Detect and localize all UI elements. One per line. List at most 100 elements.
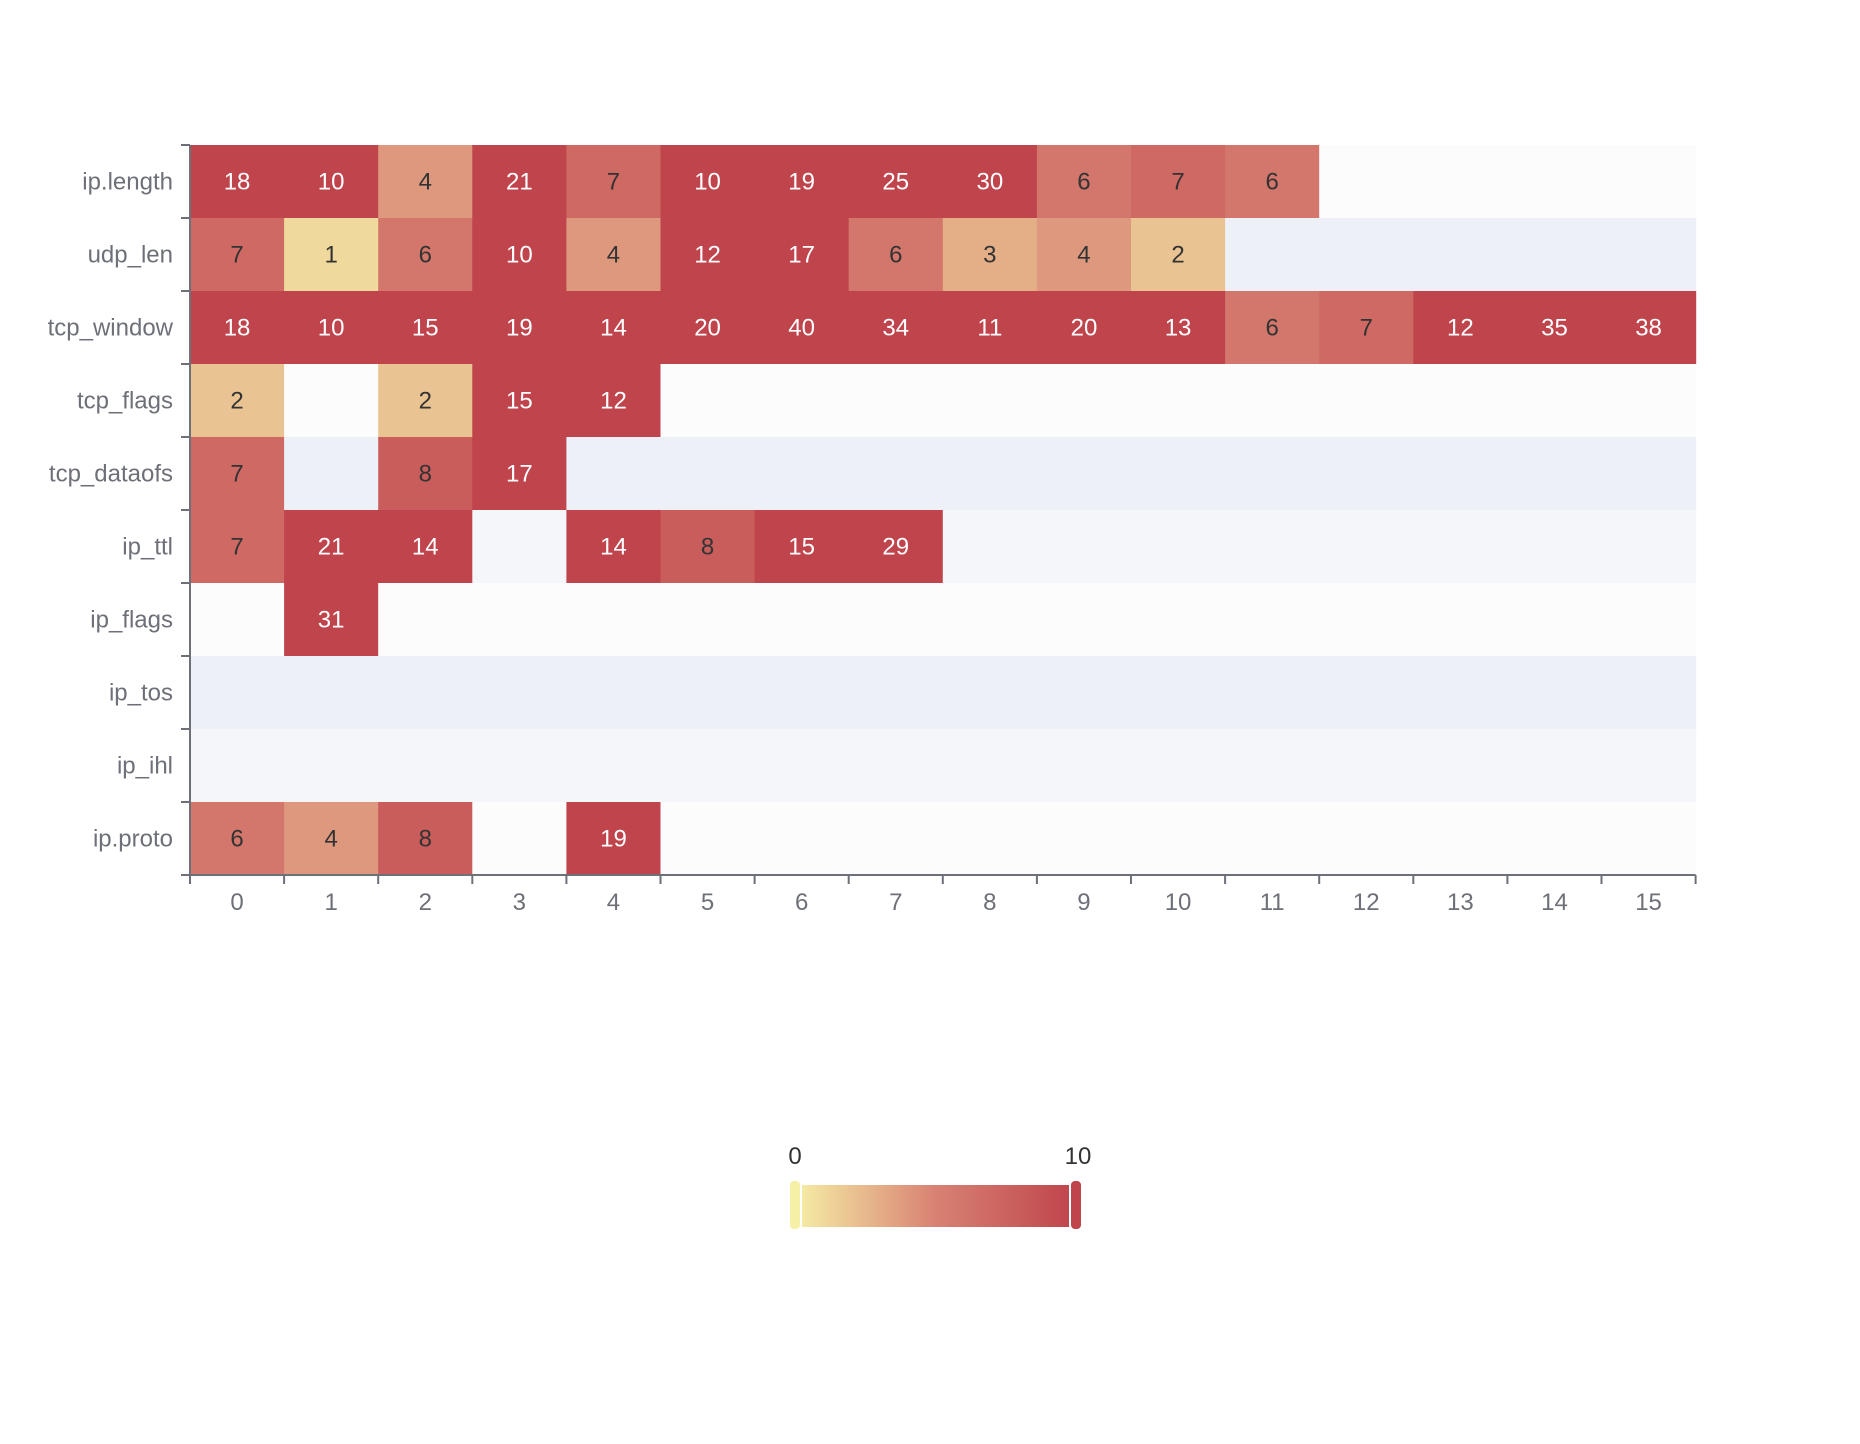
heatmap-cell[interactable] — [190, 218, 285, 292]
heatmap-cell[interactable] — [1413, 218, 1508, 292]
heatmap-cell[interactable] — [472, 729, 567, 803]
heatmap-cell[interactable] — [660, 437, 756, 511]
heatmap-cell[interactable] — [942, 802, 1038, 876]
heatmap-cell[interactable] — [1131, 729, 1226, 803]
heatmap-cell[interactable] — [942, 364, 1038, 438]
heatmap-cell[interactable] — [848, 583, 944, 657]
heatmap-cell[interactable] — [1131, 145, 1226, 219]
heatmap-cell[interactable] — [1225, 583, 1320, 657]
heatmap-cell[interactable] — [1413, 145, 1508, 219]
heatmap-cell[interactable] — [1601, 364, 1697, 438]
heatmap-cell[interactable] — [378, 145, 473, 219]
heatmap-cell[interactable] — [472, 437, 567, 511]
heatmap-cell[interactable] — [472, 145, 567, 219]
heatmap-cell[interactable] — [1413, 729, 1508, 803]
heatmap-cell[interactable] — [1601, 510, 1697, 584]
heatmap-cell[interactable] — [1131, 291, 1226, 365]
heatmap-cell[interactable] — [378, 729, 473, 803]
heatmap-cell[interactable] — [942, 729, 1038, 803]
heatmap-cell[interactable] — [378, 218, 473, 292]
heatmap-cell[interactable] — [660, 218, 756, 292]
heatmap-cell[interactable] — [190, 291, 285, 365]
heatmap-cell[interactable] — [754, 291, 850, 365]
heatmap-cell[interactable] — [1413, 437, 1508, 511]
heatmap-cell[interactable] — [754, 656, 850, 730]
heatmap-cell[interactable] — [472, 583, 567, 657]
heatmap-cell[interactable] — [1225, 729, 1320, 803]
heatmap-cell[interactable] — [1507, 729, 1603, 803]
heatmap-cell[interactable] — [942, 656, 1038, 730]
heatmap-cell[interactable] — [284, 729, 379, 803]
heatmap-cell[interactable] — [190, 437, 285, 511]
heatmap-cell[interactable] — [1507, 291, 1603, 365]
heatmap-cell[interactable] — [1131, 437, 1226, 511]
heatmap-cell[interactable] — [1036, 145, 1132, 219]
heatmap-cell[interactable] — [754, 437, 850, 511]
heatmap-cell[interactable] — [378, 656, 473, 730]
heatmap-cell[interactable] — [1225, 802, 1320, 876]
heatmap-cell[interactable] — [1036, 656, 1132, 730]
heatmap-cell[interactable] — [1225, 510, 1320, 584]
heatmap-cell[interactable] — [566, 510, 662, 584]
heatmap-cell[interactable] — [660, 291, 756, 365]
heatmap-cell[interactable] — [942, 437, 1038, 511]
heatmap-cell[interactable] — [848, 218, 944, 292]
heatmap-cell[interactable] — [754, 145, 850, 219]
heatmap-cell[interactable] — [190, 510, 285, 584]
heatmap-cell[interactable] — [1225, 656, 1320, 730]
heatmap-cell[interactable] — [190, 729, 285, 803]
heatmap-cell[interactable] — [1036, 802, 1132, 876]
heatmap-cell[interactable] — [1319, 437, 1414, 511]
heatmap-cell[interactable] — [1131, 656, 1226, 730]
heatmap-cell[interactable] — [754, 364, 850, 438]
heatmap-cell[interactable] — [566, 656, 662, 730]
heatmap-cell[interactable] — [1413, 291, 1508, 365]
heatmap-cell[interactable] — [472, 364, 567, 438]
heatmap-cell[interactable] — [1413, 510, 1508, 584]
heatmap-cell[interactable] — [566, 291, 662, 365]
heatmap-cell[interactable] — [472, 656, 567, 730]
heatmap-cell[interactable] — [1319, 218, 1414, 292]
heatmap-cell[interactable] — [472, 510, 567, 584]
heatmap-cell[interactable] — [472, 291, 567, 365]
heatmap-cell[interactable] — [1225, 291, 1320, 365]
heatmap-cell[interactable] — [284, 364, 379, 438]
heatmap-cell[interactable] — [1036, 583, 1132, 657]
heatmap-cell[interactable] — [942, 291, 1038, 365]
heatmap-cell[interactable] — [1413, 583, 1508, 657]
heatmap-cell[interactable] — [1507, 218, 1603, 292]
heatmap-cell[interactable] — [1601, 218, 1697, 292]
heatmap-cell[interactable] — [190, 364, 285, 438]
heatmap-cell[interactable] — [1507, 656, 1603, 730]
heatmap-cell[interactable] — [1601, 145, 1697, 219]
heatmap-cell[interactable] — [1131, 802, 1226, 876]
heatmap-cell[interactable] — [190, 802, 285, 876]
heatmap-cell[interactable] — [660, 510, 756, 584]
heatmap-cell[interactable] — [1413, 656, 1508, 730]
heatmap-cell[interactable] — [284, 218, 379, 292]
heatmap-cell[interactable] — [190, 656, 285, 730]
heatmap-cell[interactable] — [1507, 802, 1603, 876]
heatmap-cell[interactable] — [1507, 437, 1603, 511]
heatmap-cell[interactable] — [1036, 437, 1132, 511]
heatmap-cell[interactable] — [378, 583, 473, 657]
heatmap-cell[interactable] — [1225, 364, 1320, 438]
heatmap-cell[interactable] — [848, 729, 944, 803]
heatmap-cell[interactable] — [1601, 802, 1697, 876]
heatmap-cell[interactable] — [754, 510, 850, 584]
heatmap-cell[interactable] — [190, 145, 285, 219]
heatmap-cell[interactable] — [1507, 364, 1603, 438]
heatmap-cell[interactable] — [660, 729, 756, 803]
heatmap-cell[interactable] — [848, 291, 944, 365]
heatmap-cell[interactable] — [848, 656, 944, 730]
heatmap-cell[interactable] — [284, 437, 379, 511]
heatmap-cell[interactable] — [1225, 145, 1320, 219]
heatmap-cell[interactable] — [1036, 510, 1132, 584]
heatmap-cell[interactable] — [566, 729, 662, 803]
heatmap-cell[interactable] — [1601, 291, 1697, 365]
heatmap-cell[interactable] — [378, 802, 473, 876]
heatmap-cell[interactable] — [566, 437, 662, 511]
heatmap-cell[interactable] — [1413, 802, 1508, 876]
heatmap-cell[interactable] — [1131, 583, 1226, 657]
heatmap-cell[interactable] — [1319, 802, 1414, 876]
